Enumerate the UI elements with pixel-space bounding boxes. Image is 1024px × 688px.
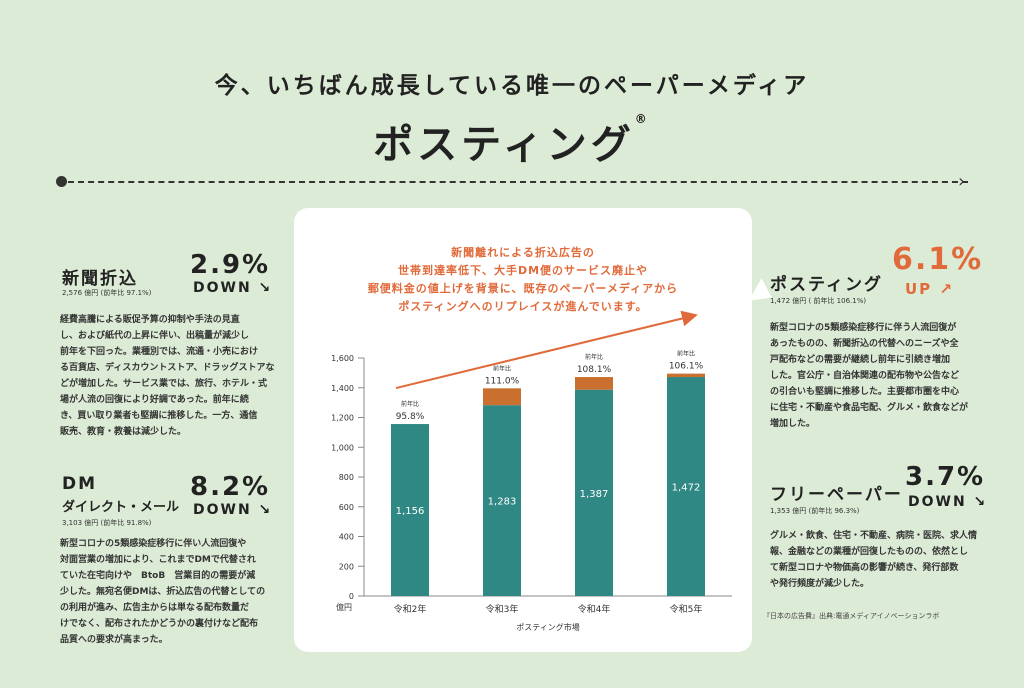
posting-market-chart: 0 200 400 600 800 1,000 1,200 1,400 1,600 億円 1,156… — [331, 310, 732, 632]
segment-posting-meta: 1,472 億円 ( 前年比 106.1%) — [770, 297, 867, 305]
divider-start-dot — [56, 176, 67, 187]
bar-value-label: 1,283 — [488, 497, 517, 508]
segment-posting-pct: 6.1% — [892, 242, 984, 277]
source-note: 『日本の広告費』出典:電通メディアイノベーションラボ — [763, 612, 940, 620]
divider-line — [68, 181, 968, 183]
bar-increase-2 — [483, 388, 521, 406]
bar-value-label: 1,387 — [580, 489, 609, 500]
divider-arrow-icon: › — [958, 171, 966, 192]
trend-arrow — [395, 310, 698, 390]
segment-freepaper-dir: DOWN ↘ — [908, 494, 988, 510]
segment-dm-name: DM — [62, 474, 98, 494]
yoy-label: 111.0% — [485, 376, 520, 386]
y-tick-label: 0 — [349, 592, 354, 601]
yoy-label: 106.1% — [669, 362, 704, 372]
segment-dm-dir: DOWN ↘ — [193, 502, 273, 518]
y-unit-label: 億円 — [336, 602, 352, 612]
x-tick-label: 令和5年 — [670, 603, 703, 615]
segment-posting-body: 新型コロナの5類感染症移行に伴う人流回復が あったものの、新聞折込の代替へのニーズ… — [770, 323, 969, 429]
registered-mark: ® — [634, 112, 651, 126]
y-tick-label: 600 — [339, 503, 354, 512]
segment-dm-pct: 8.2% — [190, 472, 271, 502]
page-title-text: ポスティング — [373, 122, 635, 168]
segment-freepaper-name: フリーペーパー — [770, 485, 903, 505]
segment-dm-sub: ダイレクト・メール — [62, 500, 180, 515]
segment-freepaper-meta: 1,353 億円 (前年比 96.3%) — [770, 507, 860, 515]
y-tick-label: 1,200 — [331, 414, 354, 423]
x-axis-label: ポスティング市場 — [516, 622, 580, 632]
x-tick-label: 令和3年 — [486, 603, 519, 615]
segment-shinbun-meta: 2,576 億円 (前年比 97.1%) — [62, 289, 152, 297]
yoy-label: 108.1% — [577, 365, 612, 375]
segment-shinbun-dir: DOWN ↘ — [193, 280, 273, 296]
y-tick-label: 800 — [339, 473, 354, 482]
page-subtitle: 今、いちばん成長している唯一のペーパーメディア — [214, 73, 810, 99]
x-tick-label: 令和2年 — [394, 603, 427, 615]
bar-value-label: 1,156 — [396, 506, 425, 517]
segment-dm-body: 新型コロナの5類感染症移行に伴い人流回復や 対面営業の増加により、これまでDMで代… — [60, 539, 266, 645]
x-tick-label: 令和4年 — [578, 603, 611, 615]
yoy-prefix-label: 前年比 — [677, 350, 695, 358]
y-tick-label: 1,400 — [331, 384, 354, 393]
yoy-label: 95.8% — [396, 412, 425, 422]
bar-value-label: 1,472 — [672, 483, 701, 494]
yoy-prefix-label: 前年比 — [401, 400, 419, 408]
segment-shinbun-pct: 2.9% — [190, 250, 271, 280]
segment-posting-dir: UP ↗ — [905, 280, 954, 298]
y-tick-label: 200 — [339, 562, 354, 571]
y-tick-label: 1,000 — [331, 443, 354, 452]
chart-callout: 新聞離れによる折込広告の 世帯到達率低下、大手DM便のサービス廃止や 郵便料金の値… — [367, 246, 679, 313]
bar-1 — [391, 424, 429, 596]
page-title: ポスティング® — [0, 112, 1024, 170]
segment-posting-name: ポスティング — [770, 275, 883, 295]
y-tick-label: 400 — [339, 533, 354, 542]
bar-2 — [483, 405, 521, 596]
yoy-prefix-label: 前年比 — [493, 364, 511, 372]
y-tick-label: 1,600 — [331, 354, 354, 363]
segment-freepaper-pct: 3.7% — [905, 462, 986, 492]
yoy-prefix-label: 前年比 — [585, 353, 603, 361]
segment-shinbun-body: 経費高騰による販促予算の抑制や手法の見直 し、および紙代の上昇に伴い、出稿量が減少… — [60, 315, 275, 437]
bar-4 — [667, 377, 705, 596]
segment-dm-meta: 3,103 億円 (前年比 91.8%) — [62, 519, 152, 527]
segment-freepaper-body: グルメ・飲食、住宅・不動産、病院・医院、求人情 報、金融などの業種が回復したものの… — [770, 531, 978, 589]
bar-increase-3 — [575, 377, 613, 390]
bar-3 — [575, 389, 613, 596]
bar-increase-4 — [667, 373, 705, 378]
segment-shinbun-name: 新聞折込 — [62, 269, 138, 289]
